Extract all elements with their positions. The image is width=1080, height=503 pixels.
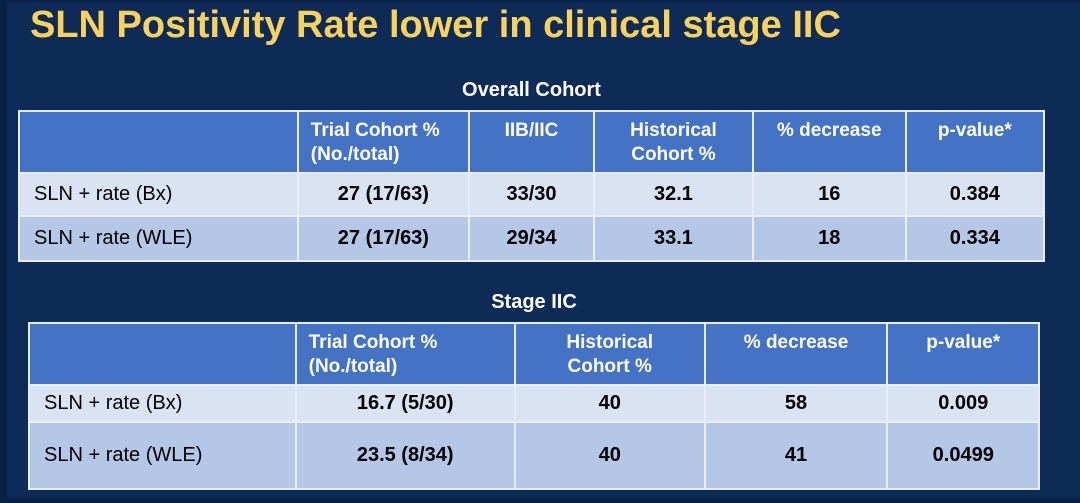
header-cell-percent-decrease: % decrease [751,110,907,174]
stage-iic-caption: Stage IIC [491,291,577,313]
cell-value: 29/34 [467,214,596,262]
header-cell-historical-cohort: Historical Cohort % [593,110,754,174]
slide-title: SLN Positivity Rate lower in clinical st… [30,4,841,46]
cell-value: 32.1 [593,171,754,217]
header-cell-empty [28,322,297,386]
overall-cohort-caption: Overall Cohort [462,79,601,101]
cell-value: 0.384 [904,171,1046,217]
cell-value: 16.7 (5/30) [294,384,516,423]
header-cell-p-value: p-value* [886,322,1040,386]
header-cell-historical-cohort: Historical Cohort % [513,322,706,386]
cell-value: 16 [751,171,907,217]
table-row-sln-wle: SLN + rate (WLE) 23.5 (8/34) 40 41 0.049… [28,421,1040,490]
cell-value: 0.0499 [886,421,1040,490]
cell-value: 40 [513,421,706,490]
table-row-sln-wle: SLN + rate (WLE) 27 (17/63) 29/34 33.1 1… [18,214,1046,262]
row-label: SLN + rate (Bx) [18,171,299,217]
header-cell-empty [18,110,299,174]
table-row-sln-bx: SLN + rate (Bx) 16.7 (5/30) 40 58 0.009 [28,384,1040,423]
header-cell-percent-decrease: % decrease [703,322,889,386]
row-label: SLN + rate (Bx) [28,384,297,423]
cell-value: 27 (17/63) [296,171,470,217]
cell-value: 27 (17/63) [296,214,470,262]
header-cell-p-value: p-value* [904,110,1046,174]
cell-value: 23.5 (8/34) [294,421,516,490]
table-row-sln-bx: SLN + rate (Bx) 27 (17/63) 33/30 32.1 16… [18,171,1046,217]
cell-value: 40 [513,384,706,423]
row-label: SLN + rate (WLE) [28,421,297,490]
stage-header-row: Trial Cohort % (No./total) Historical Co… [28,322,1040,386]
cell-value: 41 [703,421,889,490]
header-cell-iib-iic: IIB/IIC [467,110,596,174]
cell-value: 58 [703,384,889,423]
cell-value: 0.334 [904,214,1046,262]
cell-value: 33/30 [467,171,596,217]
cell-value: 33.1 [593,214,754,262]
row-label: SLN + rate (WLE) [18,214,299,262]
overall-header-row: Trial Cohort % (No./total) IIB/IIC Histo… [18,110,1046,174]
overall-cohort-table: Trial Cohort % (No./total) IIB/IIC Histo… [18,110,1046,262]
cell-value: 0.009 [886,384,1040,423]
header-cell-trial-cohort: Trial Cohort % (No./total) [296,110,470,174]
cell-value: 18 [751,214,907,262]
stage-iic-table: Trial Cohort % (No./total) Historical Co… [28,322,1040,490]
header-cell-trial-cohort: Trial Cohort % (No./total) [294,322,516,386]
